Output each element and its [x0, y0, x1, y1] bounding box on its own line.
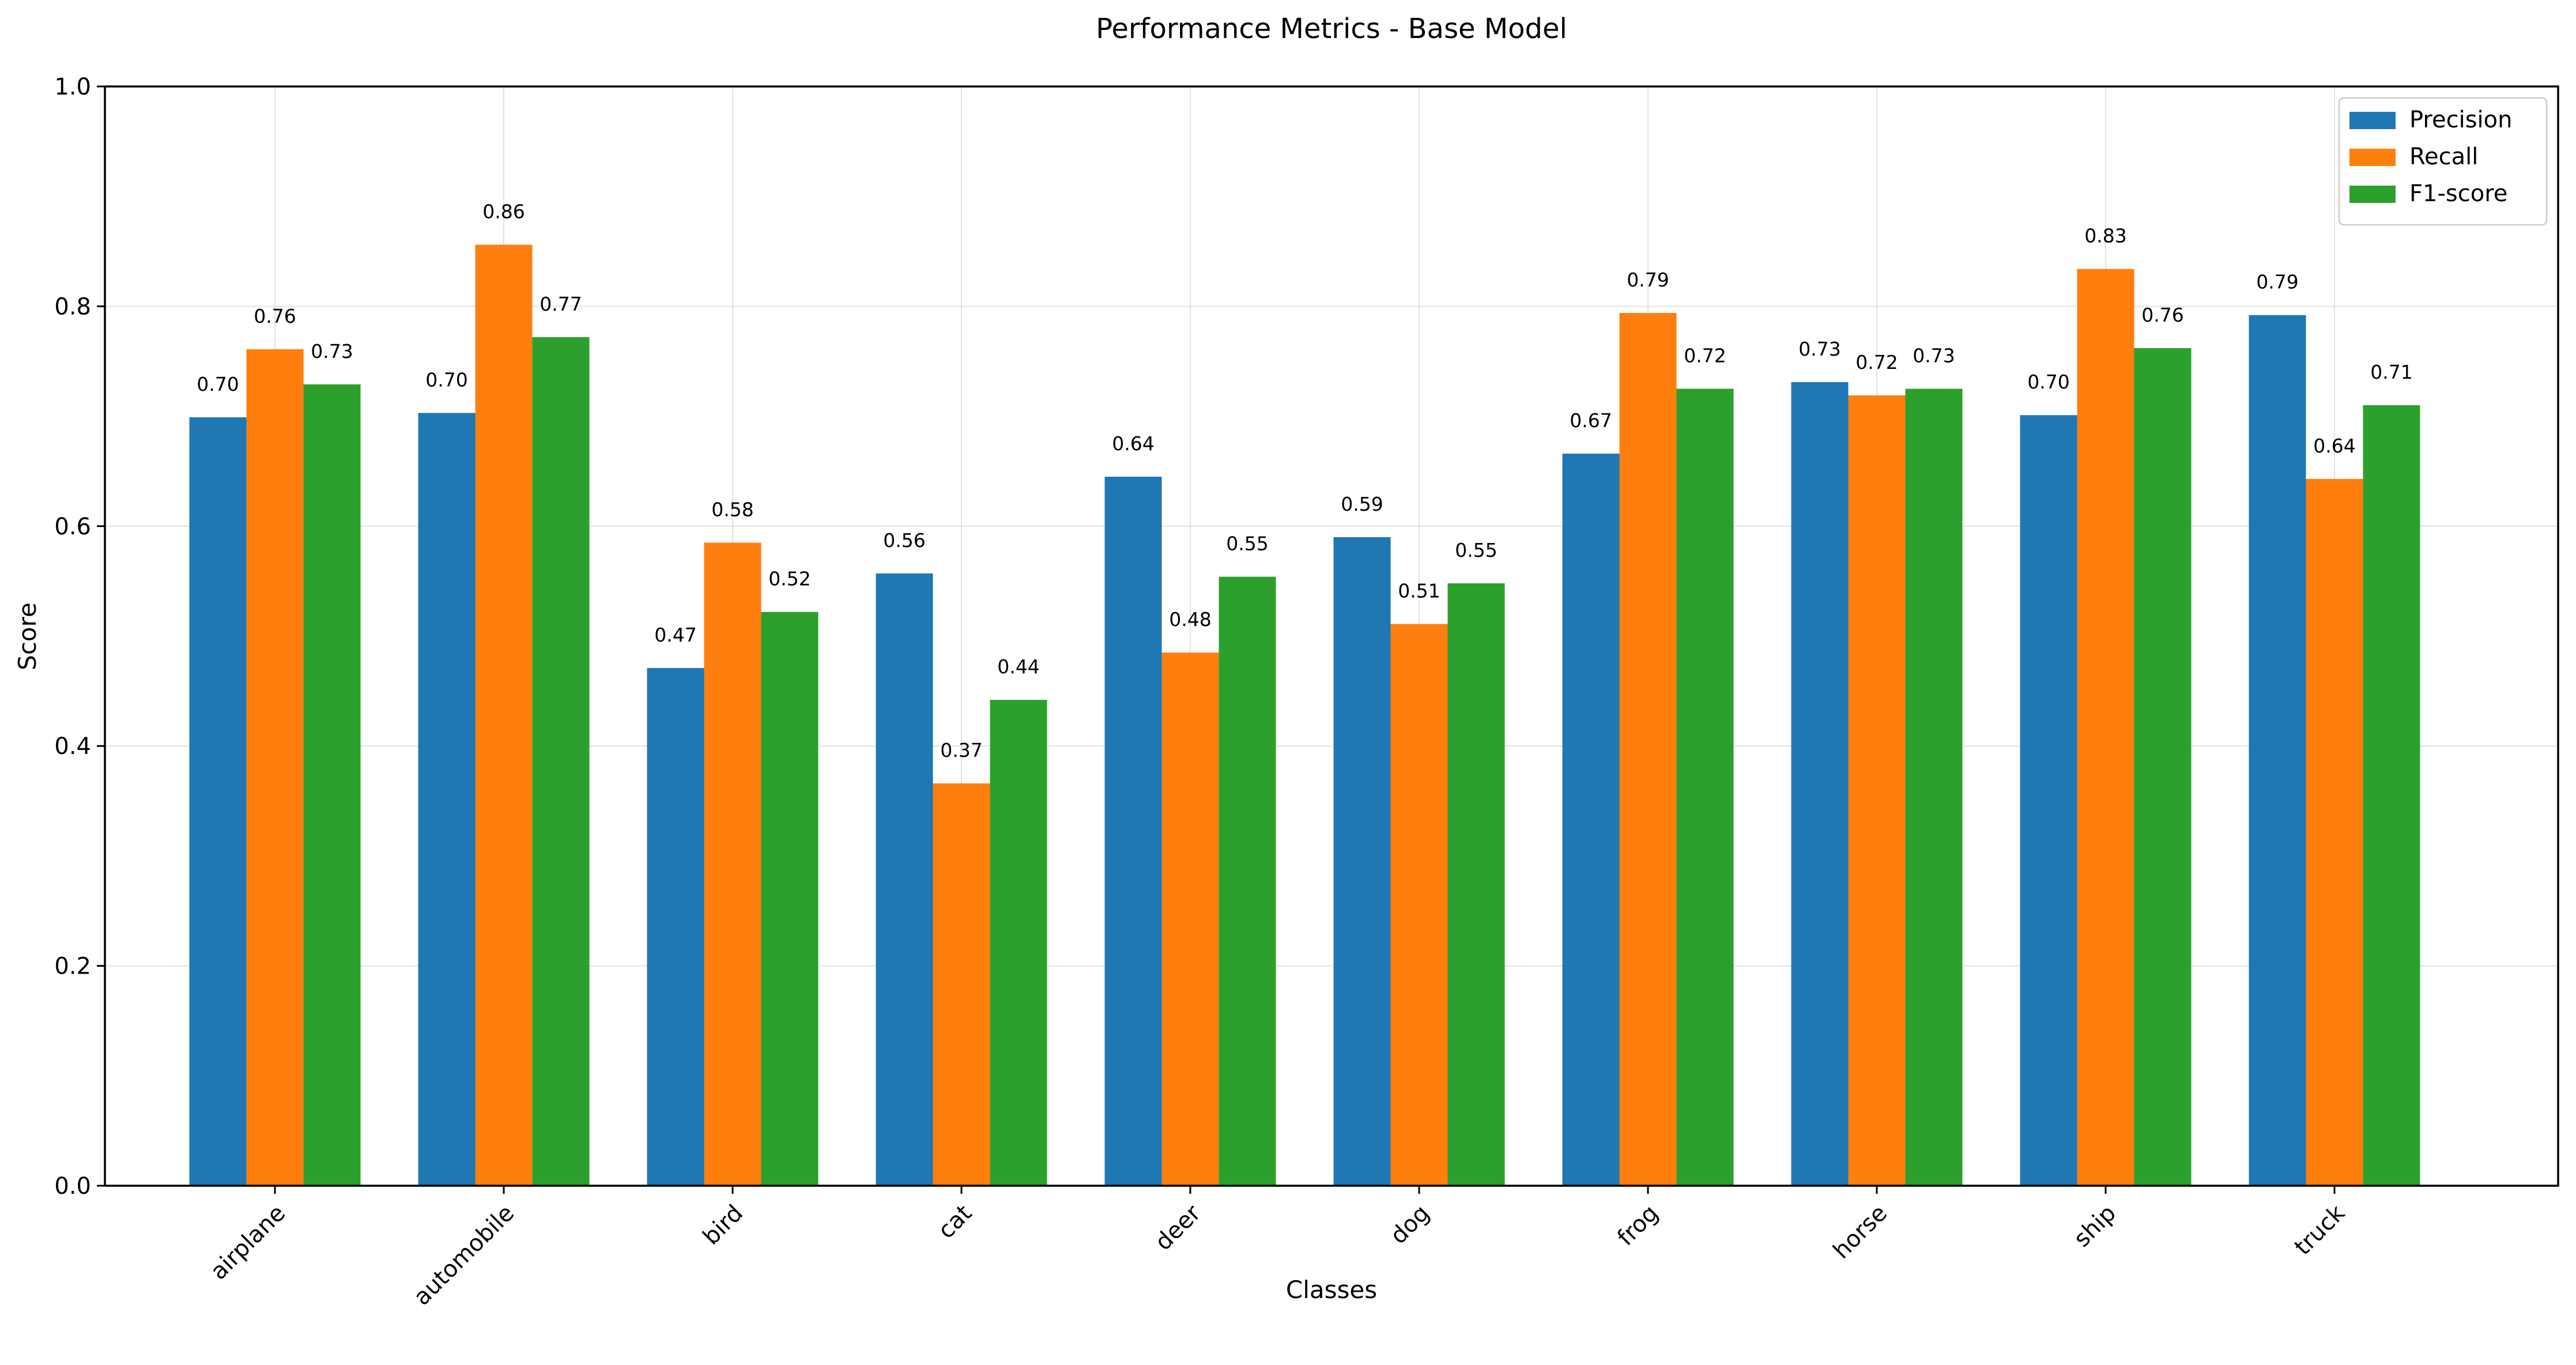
data-label: 0.76	[254, 305, 296, 327]
data-label: 0.73	[1913, 344, 1955, 367]
data-label: 0.44	[997, 655, 1039, 678]
legend-label: Precision	[2409, 107, 2512, 133]
bar-precision	[876, 573, 933, 1186]
legend-label: F1-score	[2409, 180, 2507, 207]
bar-precision	[2020, 415, 2077, 1186]
bar-f1-score	[1676, 389, 1734, 1186]
data-label: 0.67	[1570, 409, 1612, 432]
x-tick-label: dog	[1385, 1200, 1435, 1250]
data-label: 0.76	[2141, 304, 2183, 326]
bar-recall	[2077, 269, 2134, 1186]
data-labels: 0.70 0.70 0.47 0.56 0.64 0.59 0.67 0.73 0.70 0.79…	[197, 201, 2412, 761]
x-tick-label: truck	[2290, 1200, 2351, 1261]
data-label: 0.64	[2313, 435, 2355, 457]
data-label: 0.47	[654, 624, 696, 646]
x-tick-label: cat	[933, 1200, 978, 1245]
data-label: 0.51	[1398, 580, 1440, 602]
data-label: 0.72	[1855, 351, 1898, 374]
data-label: 0.56	[883, 529, 925, 552]
data-label: 0.73	[1798, 338, 1840, 360]
y-tick-label: 0.2	[54, 953, 91, 980]
data-label: 0.79	[2256, 271, 2298, 293]
x-tick-label: deer	[1150, 1200, 1206, 1255]
data-label: 0.37	[940, 739, 982, 761]
plot-frame	[104, 85, 2559, 1187]
data-label: 0.72	[1684, 344, 1726, 367]
chart-title: Performance Metrics - Base Model	[1096, 13, 1567, 45]
bars	[189, 244, 2420, 1186]
legend-swatch	[2349, 186, 2396, 203]
bar-recall	[1619, 312, 1677, 1186]
x-axis: airplane automobile bird cat deer dog frog hors…	[205, 1186, 2351, 1311]
bar-precision	[1562, 453, 1620, 1186]
bar-precision	[1333, 537, 1391, 1186]
bar-precision	[418, 413, 476, 1186]
x-axis-label: Classes	[1286, 1276, 1377, 1304]
bar-f1-score	[303, 384, 361, 1186]
y-axis: 0.0 0.2 0.4 0.6 0.8 1.0	[54, 74, 105, 1200]
data-label: 0.70	[425, 368, 467, 391]
y-axis-label: Score	[13, 602, 42, 670]
data-label: 0.58	[711, 498, 753, 521]
data-label: 0.59	[1341, 493, 1383, 515]
bar-precision	[2249, 315, 2306, 1186]
x-tick-label: frog	[1612, 1200, 1664, 1251]
legend: Precision Recall F1-score	[2338, 97, 2548, 226]
bar-precision	[1104, 476, 1162, 1186]
data-label: 0.70	[197, 373, 239, 395]
bar-f1-score	[2134, 348, 2192, 1186]
y-tick-label: 0.6	[54, 514, 91, 540]
bar-f1-score	[1219, 576, 1276, 1186]
legend-swatch	[2349, 149, 2396, 166]
bar-recall	[475, 244, 533, 1186]
x-tick-label: ship	[2069, 1200, 2121, 1253]
data-label: 0.79	[1627, 269, 1669, 291]
bar-recall	[1390, 624, 1448, 1186]
bar-precision	[647, 668, 704, 1186]
data-label: 0.71	[2370, 361, 2412, 383]
x-tick-label: horse	[1828, 1200, 1893, 1265]
data-label: 0.64	[1112, 432, 1154, 455]
legend-label: Recall	[2409, 144, 2478, 170]
bar-recall	[704, 542, 761, 1186]
bar-recall	[1848, 395, 1906, 1186]
legend-swatch	[2349, 112, 2396, 129]
data-label: 0.77	[540, 293, 582, 315]
data-label: 0.83	[2084, 225, 2126, 247]
bar-recall	[933, 783, 990, 1186]
bar-f1-score	[1905, 389, 1963, 1186]
bar-f1-score	[761, 612, 819, 1186]
y-tick-label: 0.4	[54, 733, 91, 760]
bar-precision	[1791, 382, 1849, 1186]
bar-f1-score	[1447, 583, 1505, 1186]
data-label: 0.55	[1455, 539, 1497, 561]
bar-recall	[2306, 478, 2363, 1186]
x-tick-label: automobile	[409, 1200, 519, 1311]
data-label: 0.52	[768, 568, 810, 590]
bar-f1-score	[990, 700, 1047, 1186]
x-tick-label: bird	[698, 1200, 748, 1250]
bar-recall	[1161, 653, 1219, 1186]
x-tick-label: airplane	[205, 1200, 291, 1285]
y-tick-label: 1.0	[54, 74, 91, 100]
bar-f1-score	[532, 337, 590, 1186]
data-label: 0.70	[2027, 371, 2069, 393]
bar-precision	[189, 417, 247, 1186]
data-label: 0.48	[1169, 608, 1211, 631]
bar-f1-score	[2363, 405, 2420, 1186]
data-label: 0.73	[311, 340, 353, 363]
y-tick-label: 0.0	[54, 1173, 91, 1200]
bar-recall	[246, 349, 304, 1186]
y-tick-label: 0.8	[54, 293, 91, 320]
data-label: 0.55	[1226, 533, 1268, 555]
data-label: 0.86	[482, 201, 525, 223]
